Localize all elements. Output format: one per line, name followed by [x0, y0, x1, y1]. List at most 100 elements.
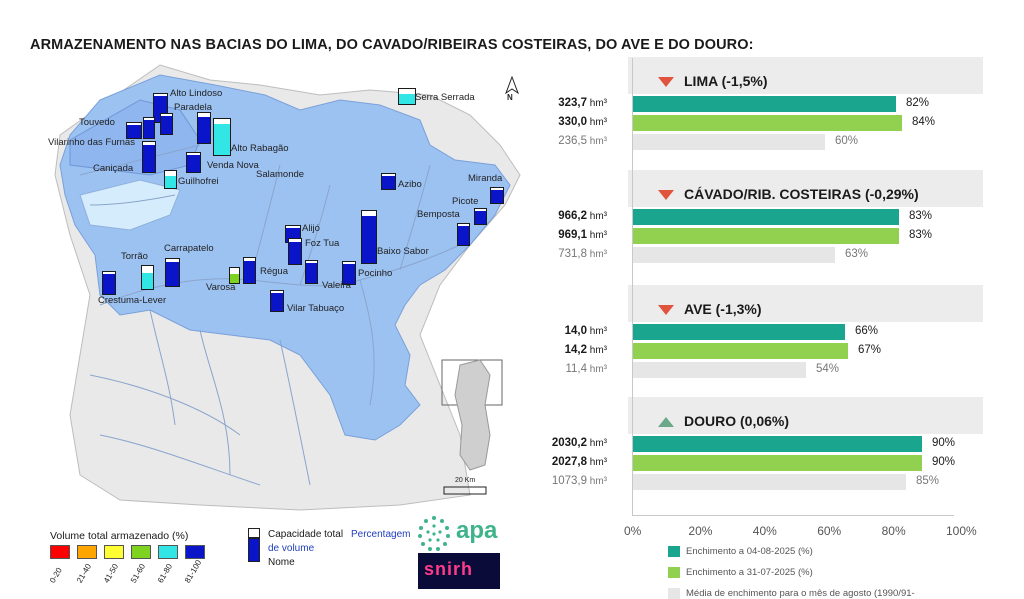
- volume-class-swatch: [185, 545, 205, 559]
- bar-percent-label: 63%: [845, 248, 869, 260]
- x-tick-label: 40%: [752, 524, 777, 538]
- bar-volume-unit: hm³: [587, 117, 607, 128]
- capacity-label: Capacidade total: [268, 529, 344, 540]
- reservoir-fill: [382, 175, 395, 189]
- bar-volume-label: 330,0 hm³: [527, 116, 607, 128]
- reservoir-label: Guilhofrei: [178, 176, 219, 187]
- apa-logo-icon: [418, 516, 450, 551]
- reservoir-tank: [213, 118, 231, 156]
- volume-class-swatch: [158, 545, 178, 559]
- volume-class-swatch: [104, 545, 124, 559]
- x-tick-label: 100%: [946, 524, 977, 538]
- reservoir-label: Carrapatelo: [164, 243, 214, 254]
- bar-volume-unit: hm³: [587, 249, 607, 260]
- bar-percent-label: 83%: [909, 229, 933, 241]
- bar-volume-label: 966,2 hm³: [527, 210, 607, 222]
- bar-volume-label: 236,5 hm³: [527, 135, 607, 147]
- bar-volume-unit: hm³: [587, 364, 607, 375]
- bar-percent-label: 85%: [916, 475, 940, 487]
- capacity-swatch: [248, 528, 260, 538]
- reservoir-tank: [197, 112, 211, 144]
- reservoir-tank: [398, 88, 416, 105]
- bar-volume-value: 2027,8: [551, 456, 587, 468]
- volume-class-swatch: [50, 545, 70, 559]
- volume-class-label: 61-80: [156, 562, 175, 585]
- volume-class-label: 51-60: [129, 562, 148, 585]
- reservoir-fill: [198, 116, 210, 143]
- storage-bar: [632, 324, 845, 340]
- bar-percent-label: 54%: [816, 363, 840, 375]
- bar-percent-label: 67%: [858, 344, 882, 356]
- bar-volume-value: 731,8: [558, 248, 587, 260]
- reservoir-label: Vilarinho das Furnas: [48, 137, 135, 148]
- bar-volume-label: 1073,9 hm³: [527, 475, 607, 487]
- storage-bar: [632, 247, 835, 263]
- trend-down-icon: [658, 77, 674, 87]
- reservoir-fill: [244, 260, 255, 283]
- reservoir-fill: [143, 145, 155, 172]
- reservoir-label: Miranda: [468, 173, 503, 184]
- bar-volume-unit: hm³: [587, 476, 607, 487]
- reservoir-tank: [490, 187, 504, 204]
- bar-volume-unit: hm³: [587, 211, 607, 222]
- scale-label: 20 Km: [455, 477, 476, 484]
- x-tick-label: 0%: [624, 524, 642, 538]
- reservoir-fill: [166, 261, 179, 286]
- reservoir-label: Bemposta: [417, 209, 460, 220]
- basin-band: [628, 397, 983, 434]
- basin-band: [628, 170, 983, 207]
- volume-legend-title: Volume total armazenado (%): [50, 530, 189, 542]
- reservoir-label: Pocinho: [358, 268, 393, 279]
- bar-volume-label: 969,1 hm³: [527, 229, 607, 241]
- volume-class-swatch: [131, 545, 151, 559]
- trend-down-icon: [658, 305, 674, 315]
- storage-bar: [632, 96, 896, 112]
- reservoir-tank: [305, 260, 318, 284]
- bar-volume-label: 323,7 hm³: [527, 97, 607, 109]
- snirh-logo: snirh: [418, 553, 500, 589]
- reservoir-label: Alto Lindoso: [170, 88, 223, 99]
- reservoir-label: Vilar Tabuaço: [287, 303, 345, 314]
- reservoir-label: Alto Rabagão: [231, 143, 289, 154]
- bar-percent-label: 82%: [906, 97, 930, 109]
- bar-volume-value: 966,2: [558, 210, 587, 222]
- bar-volume-value: 1073,9: [551, 475, 587, 487]
- reservoir-fill: [161, 116, 172, 134]
- scale-bar: [443, 486, 487, 495]
- reservoir-label: Paradela: [174, 102, 213, 113]
- legend-label: Média de enchimento para o mês de agosto…: [686, 588, 915, 599]
- bar-volume-unit: hm³: [587, 438, 607, 449]
- storage-bar: [632, 436, 922, 452]
- bar-volume-unit: hm³: [587, 457, 607, 468]
- page-title: ARMAZENAMENTO NAS BACIAS DO LIMA, DO CAV…: [30, 37, 754, 53]
- reservoir-label: Baixo Sabor: [377, 246, 429, 257]
- bar-volume-unit: hm³: [587, 345, 607, 356]
- reservoir-tank: [457, 223, 470, 246]
- reservoir-tank: [164, 170, 177, 189]
- storage-bar: [632, 343, 848, 359]
- bar-volume-value: 330,0: [558, 116, 587, 128]
- reservoir-tank: [186, 152, 201, 173]
- reservoir-fill: [289, 241, 301, 264]
- bar-volume-value: 14,0: [564, 325, 587, 337]
- bar-percent-label: 90%: [932, 437, 956, 449]
- volume-class-label: 41-50: [102, 562, 121, 585]
- reservoir-label: Azibo: [398, 179, 422, 190]
- reservoir-fill: [271, 292, 283, 311]
- reservoir-fill: [475, 210, 486, 224]
- bar-volume-unit: hm³: [587, 326, 607, 337]
- basin-name: DOURO (0,06%): [684, 413, 790, 429]
- trend-up-icon: [658, 417, 674, 427]
- reservoir-tank: [361, 210, 377, 264]
- reservoir-tank: [165, 258, 180, 287]
- reservoir-label: Serra Serrada: [415, 92, 475, 103]
- reservoir-fill: [399, 93, 415, 104]
- reservoir-fill: [306, 262, 317, 283]
- name-label: Nome: [268, 557, 295, 568]
- volume-class-label: 81-100: [183, 558, 204, 585]
- apa-logo-text: apa: [456, 517, 498, 544]
- reservoir-fill: [230, 274, 239, 283]
- legend-swatch: [668, 546, 680, 557]
- bar-percent-label: 83%: [909, 210, 933, 222]
- volume-class-swatch: [77, 545, 97, 559]
